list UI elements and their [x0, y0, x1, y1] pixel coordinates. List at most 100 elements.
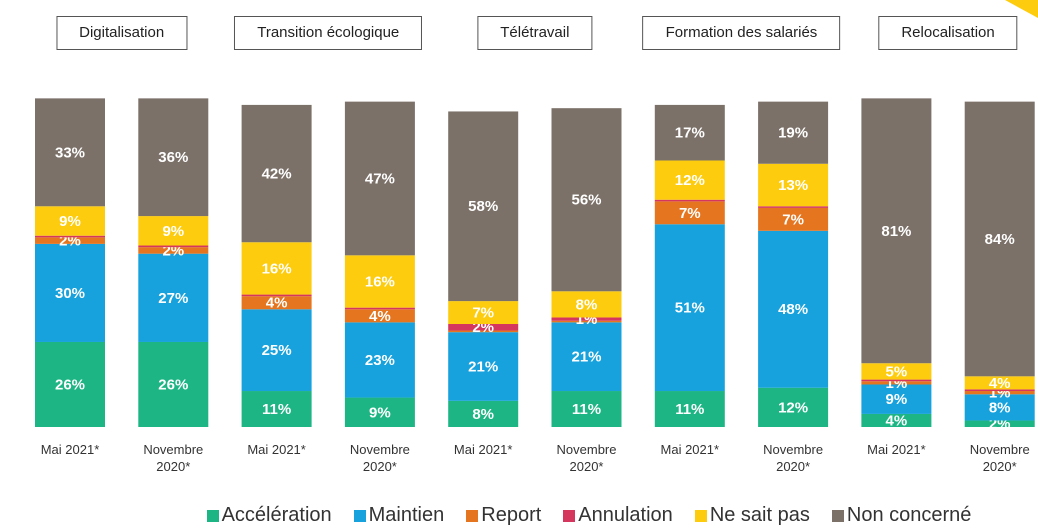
data-label: 12%: [675, 172, 705, 189]
data-label: 27%: [158, 290, 188, 307]
bar-segment: [758, 230, 829, 388]
bar-segment: [344, 309, 415, 323]
legend-swatch: [466, 509, 479, 522]
bar-segment: [241, 309, 312, 392]
data-label: 17%: [675, 125, 705, 142]
data-label: 9%: [369, 404, 391, 421]
legend-swatch: [694, 509, 707, 522]
bar-segment: [964, 389, 1035, 392]
data-label: 4%: [989, 375, 1011, 392]
legend-label: Report: [481, 504, 542, 526]
bar-segment: [861, 98, 932, 364]
legend-item: Ne sait pas: [694, 504, 810, 527]
data-label: 16%: [262, 260, 292, 277]
bar-segment: [551, 317, 622, 321]
bar-segment: [654, 224, 725, 392]
bar-segment: [654, 199, 725, 202]
bar-segment: [344, 322, 415, 398]
legend-item: Accélération: [206, 504, 332, 527]
bar-segment: [861, 384, 932, 414]
bar-segment: [138, 216, 209, 246]
data-label: 11%: [262, 401, 291, 418]
x-tick-label: Mai 2021*: [247, 442, 306, 457]
group-label: Relocalisation: [878, 16, 1018, 50]
data-label: 13%: [778, 177, 808, 194]
legend-swatch: [563, 509, 576, 522]
bar-segment: [964, 391, 1035, 395]
bar-segment: [964, 376, 1035, 390]
data-label: 33%: [55, 144, 85, 161]
x-tick-label: Novembre 2020*: [763, 442, 824, 474]
data-label: 81%: [881, 223, 911, 240]
bar-segment: [138, 247, 209, 254]
data-label: 9%: [162, 223, 184, 240]
bar-segment: [861, 363, 932, 380]
group-label: Transition écologique: [234, 16, 423, 50]
bar-segment: [551, 320, 622, 323]
x-tick-label: Mai 2021*: [453, 442, 513, 457]
x-tick-label: Novembre 2020*: [143, 442, 204, 474]
data-label: 36%: [158, 149, 188, 166]
data-label: 23%: [365, 352, 395, 369]
data-label: 9%: [886, 391, 908, 408]
bar-segment: [758, 207, 829, 231]
bar-segment: [448, 332, 519, 401]
group-label: Digitalisation: [56, 16, 188, 50]
data-label: 11%: [572, 401, 601, 418]
legend-item: Annulation: [563, 504, 673, 527]
x-tick-label: Novembre 2020*: [969, 442, 1030, 474]
bar-segment: [344, 307, 415, 310]
legend-swatch: [831, 509, 844, 522]
data-label: 21%: [571, 349, 601, 366]
bar-segment: [138, 98, 209, 217]
bar-segment: [241, 104, 312, 243]
legend-item: Non concerné: [831, 504, 971, 527]
legend-swatch: [353, 509, 366, 522]
data-label: 11%: [675, 401, 704, 418]
data-label: 25%: [262, 342, 292, 359]
legend-label: Accélération: [221, 504, 332, 526]
data-label: 12%: [778, 399, 808, 416]
data-label: 4%: [369, 308, 391, 325]
data-label: 4%: [266, 295, 288, 312]
bar-segment: [964, 394, 1035, 421]
bar-segment: [551, 291, 622, 318]
bar-segment: [35, 243, 105, 342]
data-label: 47%: [365, 170, 395, 187]
bar-segment: [654, 160, 725, 200]
x-tick-label: Novembre 2020*: [349, 442, 410, 474]
legend-item: Report: [466, 504, 541, 527]
bar-segment: [344, 101, 415, 256]
bar-segment: [654, 104, 725, 161]
bar-segment: [861, 379, 932, 382]
legend: Accélération Maintien Report Annulation Ne s…: [0, 504, 1038, 527]
bar-segment: [861, 381, 932, 385]
bar-segment: [758, 206, 829, 208]
bar-segment: [138, 341, 209, 427]
legend-label: Maintien: [368, 504, 445, 526]
bar-segment: [35, 235, 105, 238]
data-label: 30%: [55, 285, 85, 302]
bar-segment: [654, 201, 725, 225]
x-tick-label: Mai 2021*: [40, 442, 100, 457]
bar-segment: [654, 391, 725, 427]
legend-item: Maintien: [353, 504, 445, 527]
data-label: 42%: [262, 166, 292, 183]
bar-segment: [138, 253, 209, 342]
bar-segment: [35, 98, 105, 207]
data-label: 84%: [985, 231, 1015, 248]
bar-segment: [551, 322, 622, 392]
bar-segment: [448, 400, 519, 427]
group-label: Formation des salariés: [642, 16, 841, 50]
data-label: 26%: [55, 376, 85, 393]
data-label: 8%: [472, 406, 494, 423]
bar-segment: [35, 206, 105, 236]
group-label: Télétravail: [477, 16, 593, 50]
data-label: 21%: [468, 358, 498, 375]
data-label: 48%: [778, 301, 808, 318]
data-label: 9%: [59, 213, 81, 230]
bar-segment: [448, 111, 519, 302]
data-label: 4%: [886, 412, 908, 429]
bar-segment: [758, 101, 829, 164]
bar-segment: [758, 163, 829, 207]
